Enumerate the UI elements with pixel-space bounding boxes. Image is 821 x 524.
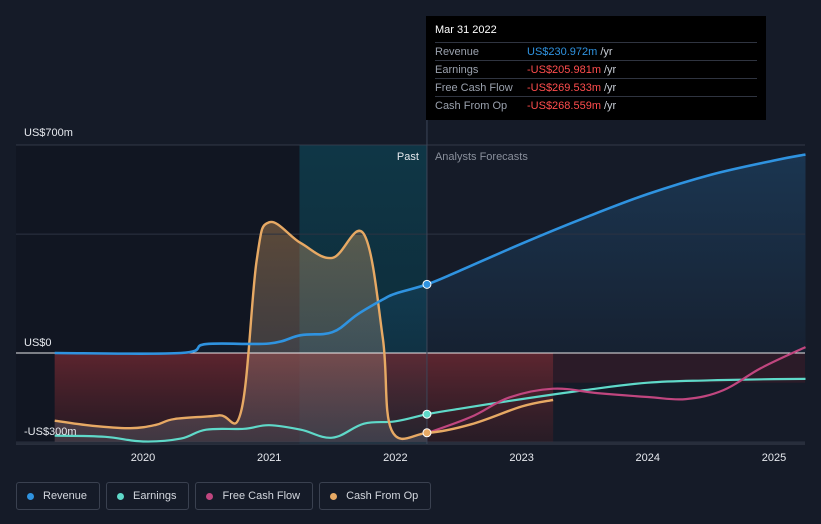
past-label: Past	[397, 151, 419, 163]
axis-labels: US$700m US$0 -US$300m 2020 2021 2022 2023 2024 2…	[24, 127, 786, 464]
gridlines	[16, 120, 805, 445]
point-earnings	[422, 409, 432, 419]
x-tick-label: 2023	[509, 452, 533, 464]
x-tick-label: 2020	[131, 452, 155, 464]
forecast-label: Analysts Forecasts	[435, 151, 528, 163]
point-cash-from-op	[422, 428, 432, 438]
chart-legend: Revenue Earnings Free Cash Flow Cash From O…	[16, 482, 432, 510]
legend-item-earnings[interactable]: Earnings	[106, 482, 190, 510]
tooltip-label: Free Cash Flow	[435, 81, 513, 94]
tooltip-date: Mar 31 2022	[435, 24, 497, 36]
legend-dot-icon	[206, 492, 214, 500]
tooltip-row: Free Cash Flow -US$269.533m/yr	[435, 78, 757, 96]
legend-dot-icon	[330, 492, 338, 500]
legend-label: Cash From Op	[346, 490, 419, 502]
tooltip-rows: Revenue US$230.972m/yr Earnings -US$205.981…	[435, 42, 757, 114]
point-revenue	[422, 279, 432, 289]
tooltip-row: Revenue US$230.972m/yr	[435, 42, 757, 60]
tooltip-label: Earnings	[435, 63, 479, 76]
tooltip-label: Cash From Op	[435, 99, 508, 112]
tooltip-value: -US$205.981m	[527, 63, 601, 76]
y-tick-label: US$0	[24, 337, 52, 349]
revenue-line	[54, 153, 806, 356]
tooltip-label: Revenue	[435, 45, 480, 58]
tooltip-unit: /yr	[604, 63, 617, 76]
legend-label: Revenue	[43, 490, 88, 502]
tooltip-value: -US$269.533m	[527, 81, 601, 94]
tooltip-row: Cash From Op -US$268.559m/yr	[435, 96, 757, 114]
tooltip-value: -US$268.559m	[527, 99, 601, 112]
y-tick-label: -US$300m	[24, 426, 77, 438]
tooltip-value: US$230.972m	[527, 45, 598, 58]
tooltip-row: Earnings -US$205.981m/yr	[435, 60, 757, 78]
legend-dot-icon	[27, 492, 34, 500]
revenue-area	[54, 154, 806, 354]
x-tick-label: 2022	[383, 452, 407, 464]
hover-tooltip: Mar 31 2022 Revenue US$230.972m/yr Earning…	[426, 16, 766, 120]
x-tick-label: 2021	[257, 452, 281, 464]
free-cash-flow-line	[426, 346, 806, 435]
legend-label: Free Cash Flow	[222, 490, 301, 502]
legend-item-revenue[interactable]: Revenue	[16, 482, 101, 510]
tooltip-unit: /yr	[600, 45, 613, 58]
x-tick-label: 2025	[762, 452, 786, 464]
x-tick-label: 2024	[636, 452, 660, 464]
earnings-line	[54, 377, 806, 443]
cash-from-op-area	[54, 221, 427, 443]
highlight-points	[422, 279, 432, 438]
area-fills	[54, 154, 806, 443]
tooltip-unit: /yr	[604, 99, 617, 112]
legend-item-free-cash-flow[interactable]: Free Cash Flow	[195, 482, 314, 510]
tooltip-unit: /yr	[604, 81, 617, 94]
legend-item-cash-from-op[interactable]: Cash From Op	[319, 482, 432, 510]
y-tick-label: US$700m	[24, 127, 73, 139]
legend-dot-icon	[117, 492, 125, 500]
legend-label: Earnings	[133, 490, 177, 502]
